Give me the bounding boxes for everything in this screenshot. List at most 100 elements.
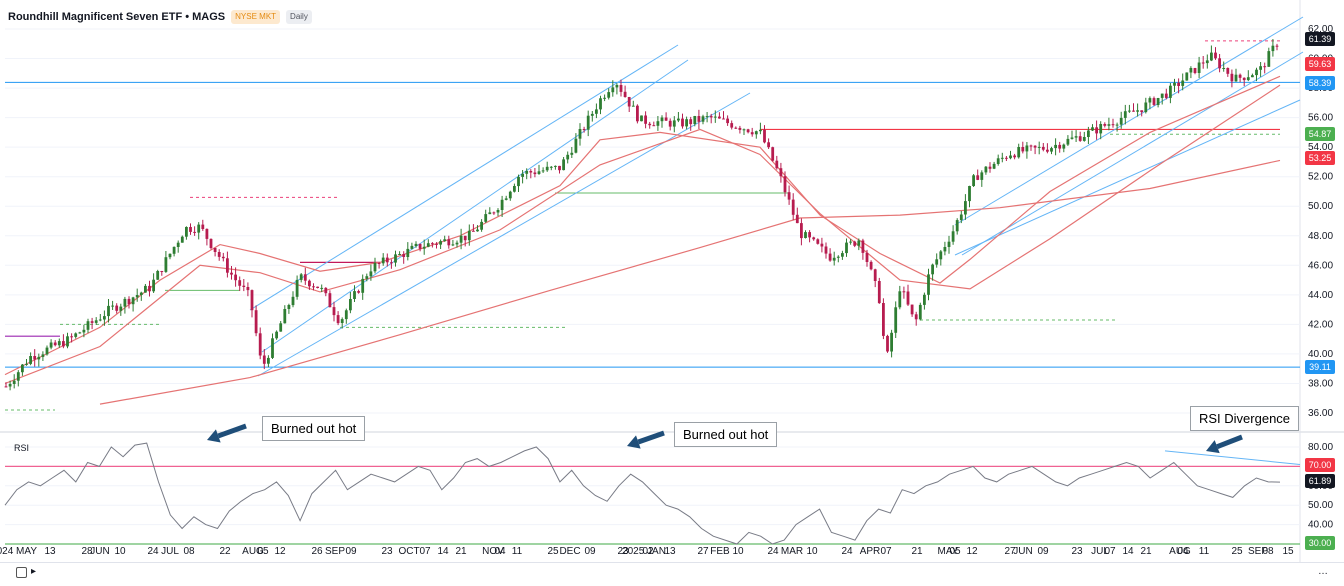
time-tick-label: JUN <box>90 546 109 557</box>
arrow-burned-out-1 <box>207 423 247 443</box>
candle-body <box>1033 145 1037 148</box>
time-tick-label: 07 <box>1104 546 1116 557</box>
play-icon[interactable]: ▸ <box>31 566 37 577</box>
candle-body <box>234 274 237 281</box>
time-tick-label: MAR <box>781 546 803 557</box>
candle-body <box>74 333 78 337</box>
candle-body <box>328 293 332 308</box>
candle-body <box>357 291 360 293</box>
more-icon[interactable]: … <box>1318 566 1328 577</box>
candle-body <box>1050 148 1053 152</box>
price-tick-label: 50.00 <box>1308 201 1333 212</box>
candle-body <box>267 357 270 364</box>
candle-body <box>213 248 217 252</box>
candle-body <box>800 223 803 239</box>
candle-body <box>221 256 225 259</box>
candle-body <box>927 274 930 295</box>
candle-body <box>70 336 73 338</box>
channel-line <box>249 44 679 311</box>
candle-body <box>689 119 693 125</box>
candle-body <box>791 199 795 215</box>
time-tick-label: NOV <box>482 546 504 557</box>
candle-body <box>1173 82 1176 86</box>
time-tick-label: 24 <box>767 546 779 557</box>
candle-body <box>562 159 565 171</box>
price-tag-3: 58.39 <box>1305 76 1335 90</box>
candle-body <box>275 331 278 339</box>
time-tick-label: 12 <box>274 546 286 557</box>
arrow-head <box>627 435 641 449</box>
candle-body <box>1074 136 1078 138</box>
candle-body <box>595 109 598 114</box>
candle-body <box>1099 124 1103 134</box>
candle-body <box>467 230 471 241</box>
exchange-badge: NYSE MKT <box>231 10 281 24</box>
level-lines <box>5 40 1300 411</box>
annotation-rsi-divergence[interactable]: RSI Divergence <box>1190 406 1300 431</box>
time-tick-label: FEB <box>710 546 730 557</box>
candle-body <box>291 296 295 306</box>
candle-body <box>25 363 28 365</box>
annotation-burned-out-1[interactable]: Burned out hot <box>262 416 366 441</box>
channel-line <box>261 59 689 353</box>
candle-body <box>193 231 196 233</box>
candle-body <box>1148 98 1152 103</box>
time-tick-label: 13 <box>664 546 676 557</box>
arrow-burned-out-2 <box>627 430 665 449</box>
candle-body <box>107 305 110 317</box>
ma-20-line <box>4 75 1281 376</box>
candle-body <box>488 212 492 215</box>
candle-body <box>1091 127 1094 131</box>
candle-body <box>435 243 438 245</box>
candle-body <box>558 165 561 171</box>
candle-body <box>1066 138 1070 145</box>
price-tag-6: 39.11 <box>1305 360 1335 374</box>
candle-body <box>586 115 590 130</box>
candle-body <box>86 321 90 330</box>
candle-body <box>1021 147 1025 152</box>
candle-body <box>964 201 967 215</box>
candle-body <box>410 245 414 249</box>
calendar-icon[interactable] <box>16 567 27 578</box>
time-tick-label: JUL <box>161 546 179 557</box>
candle-body <box>685 119 688 127</box>
time-tick-label: 10 <box>114 546 126 557</box>
candle-body <box>808 232 811 238</box>
candle-body <box>279 323 283 332</box>
rsi-tick-label: 40.00 <box>1308 520 1333 531</box>
time-tick-label: 23 <box>1071 546 1083 557</box>
candle-body <box>627 97 631 107</box>
candle-body <box>1087 130 1090 137</box>
candle-body <box>623 91 627 97</box>
candle-body <box>500 199 504 210</box>
candle-body <box>361 278 365 293</box>
price-tick-label: 38.00 <box>1308 378 1333 389</box>
candle-body <box>1177 82 1180 86</box>
candle-body <box>369 271 373 277</box>
candle-body <box>1013 155 1016 158</box>
candle-body <box>1107 124 1111 126</box>
candle-body <box>1263 66 1267 68</box>
candle-body <box>1193 68 1197 73</box>
time-tick-label: 11 <box>512 546 523 557</box>
candle-body <box>312 286 315 288</box>
symbol-title[interactable]: Roundhill Magnificent Seven ETF • MAGS <box>8 11 226 23</box>
candle-body <box>726 118 729 124</box>
annotation-burned-out-2[interactable]: Burned out hot <box>674 422 778 447</box>
candle-body <box>394 254 397 263</box>
time-tick-label: 14 <box>437 546 449 557</box>
time-tick-label: 04 <box>1177 546 1189 557</box>
interval-badge[interactable]: Daily <box>286 10 312 24</box>
candle-body <box>746 129 750 133</box>
candlestick-series <box>4 39 1279 391</box>
candle-body <box>414 243 418 246</box>
candle-body <box>484 214 488 222</box>
time-tick-label: JUL <box>1091 546 1109 557</box>
candle-body <box>570 152 574 155</box>
price-tick-label: 52.00 <box>1308 172 1333 183</box>
candle-body <box>385 257 389 263</box>
time-tick-label: 14 <box>1122 546 1134 557</box>
candle-body <box>1226 68 1230 74</box>
candle-body <box>66 336 69 347</box>
